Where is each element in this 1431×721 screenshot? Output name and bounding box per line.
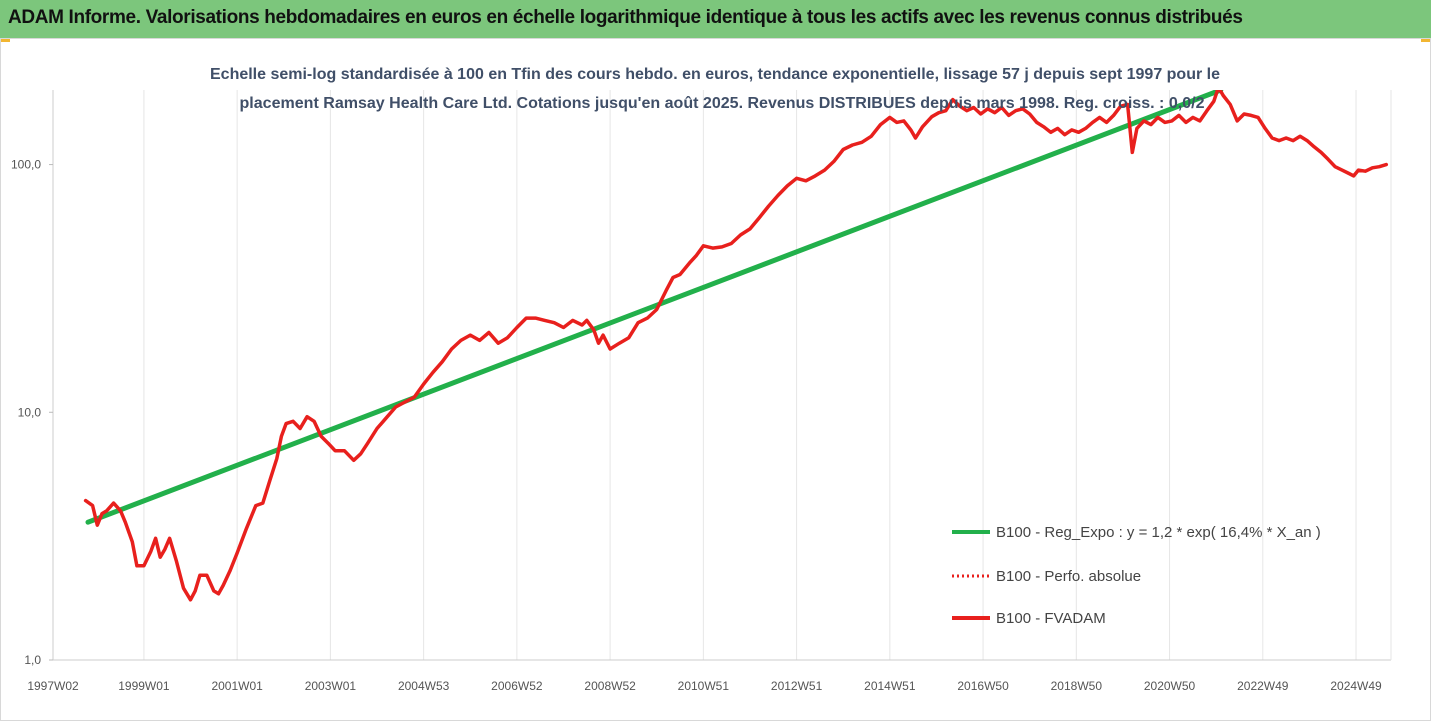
legend-label: B100 - Reg_Expo : y = 1,2 * exp( 16,4% *… [996,524,1321,541]
y-tick-label: 100,0 [11,158,41,172]
chart-title: Echelle semi-log standardisée à 100 en T… [210,66,1220,112]
x-axis-ticks: 1997W02 1999W01 2001W01 2003W01 2004W53 2006W… [27,679,1382,693]
x-tick-label: 2022W49 [1237,679,1289,693]
legend-label: B100 - FVADAM [996,610,1106,627]
chart-area: 1,0 10,0 100,0 1997W02 1999W01 2001W01 2003W0… [11,66,1392,693]
x-tick-label: 1999W01 [118,679,170,693]
x-tick-label: 2006W52 [491,679,543,693]
series-group [83,90,1389,602]
x-tick-label: 2014W51 [864,679,916,693]
series-line-fvadam [83,90,1389,602]
x-tick-label: 2003W01 [305,679,357,693]
chart-title-line-1: Echelle semi-log standardisée à 100 en T… [210,66,1220,83]
legend: B100 - Reg_Expo : y = 1,2 * exp( 16,4% *… [952,524,1321,627]
chart-title-line-2: placement Ramsay Health Care Ltd. Cotati… [240,95,1205,112]
y-axis-ticks: 1,0 10,0 100,0 [11,158,53,667]
x-tick-label: 2018W50 [1051,679,1103,693]
legend-label: B100 - Perfo. absolue [996,568,1141,585]
x-tick-label: 2012W51 [771,679,823,693]
series-line-regression [85,90,1224,525]
x-tick-label: 1997W02 [27,679,79,693]
x-tick-label: 2020W50 [1144,679,1196,693]
x-tick-label: 2008W52 [584,679,636,693]
grid-lines [52,90,1392,661]
x-tick-label: 2001W01 [211,679,263,693]
corner-marker-left [0,38,10,42]
y-tick-label: 10,0 [18,405,42,419]
x-tick-label: 2024W49 [1330,679,1382,693]
y-tick-label: 1,0 [24,653,41,667]
x-tick-label: 2004W53 [398,679,450,693]
page-title: ADAM Informe. Valorisations hebdomadaire… [8,7,1243,28]
x-tick-label: 2010W51 [678,679,730,693]
x-tick-label: 2016W50 [957,679,1009,693]
corner-marker-right [1421,38,1431,42]
header-banner: ADAM Informe. Valorisations hebdomadaire… [0,0,1431,38]
